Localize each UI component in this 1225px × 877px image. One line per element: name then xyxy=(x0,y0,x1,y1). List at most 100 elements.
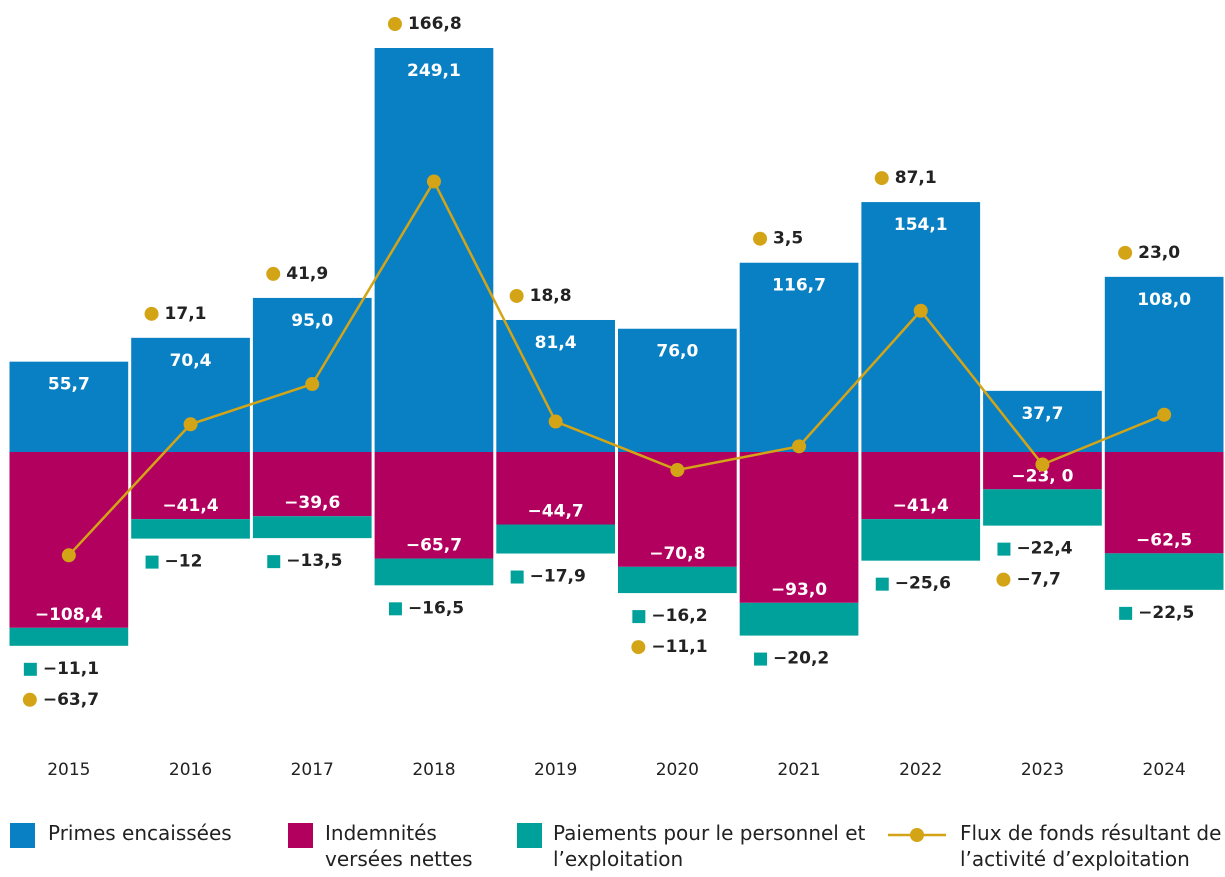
chart: 2015 2016 2017 2018 2019 2020 2021 2022 2023 2024… xyxy=(9,14,1224,780)
value-label: −22,5 xyxy=(1138,603,1194,623)
legend-item: Indemnités versées nettes xyxy=(288,820,495,872)
x-tick-label: 2016 xyxy=(169,760,212,780)
value-label: −62,5 xyxy=(1136,530,1192,550)
value-label: −7,7 xyxy=(1016,570,1060,590)
label-marker xyxy=(753,231,768,246)
bar xyxy=(1104,553,1224,590)
label-marker xyxy=(510,570,524,584)
point xyxy=(548,414,563,429)
value-label: 116,7 xyxy=(772,276,826,296)
value-label: −63,7 xyxy=(43,690,99,710)
label-marker xyxy=(996,572,1011,587)
value-label: −16,5 xyxy=(408,598,464,618)
point xyxy=(913,303,928,318)
x-tick-label: 2024 xyxy=(1143,760,1186,780)
point xyxy=(426,174,441,189)
label-marker xyxy=(754,652,768,666)
value-label: 41,9 xyxy=(286,264,328,284)
x-tick-label: 2019 xyxy=(534,760,577,780)
x-tick-label: 2017 xyxy=(291,760,334,780)
value-label: −44,7 xyxy=(528,501,584,521)
label-marker xyxy=(387,17,402,31)
point xyxy=(670,463,685,478)
x-tick-label: 2021 xyxy=(777,760,820,780)
bar xyxy=(374,48,494,452)
bar xyxy=(496,452,615,525)
value-label: −93,0 xyxy=(771,580,827,600)
bar xyxy=(252,516,372,539)
label-marker xyxy=(875,577,889,591)
legend-item: Primes encaissées xyxy=(10,820,288,848)
bar xyxy=(131,337,250,452)
legend-item: Flux de fonds résultant de l’activité d’… xyxy=(888,820,1225,872)
x-tick-label: 2018 xyxy=(412,760,455,780)
label-marker xyxy=(388,602,402,616)
legend-swatch xyxy=(517,823,542,848)
legend-swatch xyxy=(10,823,35,848)
value-label: −70,8 xyxy=(649,544,705,564)
legend-label: Primes encaissées xyxy=(48,821,232,845)
value-label: 108,0 xyxy=(1137,290,1191,310)
point xyxy=(305,377,320,392)
label-marker xyxy=(1118,245,1133,260)
value-label: −13,5 xyxy=(286,551,342,571)
label-marker xyxy=(874,171,889,186)
value-label: −108,4 xyxy=(35,605,103,625)
value-label: −11,1 xyxy=(43,659,99,679)
value-label: 76,0 xyxy=(656,342,698,362)
value-label: 95,0 xyxy=(291,311,333,331)
bar xyxy=(1104,276,1224,452)
bar xyxy=(131,519,250,539)
bar xyxy=(374,452,494,559)
bar xyxy=(861,202,981,452)
x-tick-label: 2023 xyxy=(1021,760,1064,780)
label-marker xyxy=(22,692,37,707)
bar xyxy=(131,452,250,520)
value-label: −41,4 xyxy=(893,496,949,516)
value-label: −17,9 xyxy=(530,567,586,587)
label-marker xyxy=(997,542,1011,556)
bar xyxy=(252,297,372,452)
value-label: 3,5 xyxy=(773,229,803,249)
line xyxy=(67,178,1165,557)
value-label: 55,7 xyxy=(48,375,90,395)
legend-swatch xyxy=(888,822,946,854)
value-label: 37,7 xyxy=(1021,404,1063,424)
point xyxy=(1035,457,1050,472)
x-tick-label: 2020 xyxy=(656,760,699,780)
bar xyxy=(739,452,859,603)
point xyxy=(61,548,76,563)
label-marker xyxy=(509,288,524,303)
value-label: −23, 0 xyxy=(1011,466,1073,486)
bar xyxy=(739,262,859,452)
legend-label: Paiements pour le personnel et l’exploit… xyxy=(553,821,866,871)
bar xyxy=(861,519,981,561)
point xyxy=(1157,407,1172,422)
value-label: 23,0 xyxy=(1138,243,1180,263)
legend-label: Flux de fonds résultant de l’activité d’… xyxy=(960,821,1222,871)
value-label: 70,4 xyxy=(170,351,212,371)
bar xyxy=(9,452,129,628)
bar xyxy=(861,452,981,520)
bar xyxy=(618,566,737,594)
bar xyxy=(983,489,1102,526)
label-marker xyxy=(1119,606,1133,620)
legend-label: Indemnités versées nettes xyxy=(325,821,473,871)
value-label: 81,4 xyxy=(535,333,577,353)
x-tick-label: 2015 xyxy=(47,760,90,780)
label-marker xyxy=(23,662,37,676)
bar xyxy=(983,390,1102,452)
label-marker xyxy=(144,306,159,321)
label-marker xyxy=(632,610,646,624)
value-label: 87,1 xyxy=(895,168,937,188)
value-label: −41,4 xyxy=(162,496,218,516)
value-label: 166,8 xyxy=(408,14,462,34)
bar xyxy=(9,361,129,452)
bar xyxy=(618,328,737,452)
point xyxy=(792,439,807,454)
value-label: 17,1 xyxy=(165,304,207,324)
value-label: −20,2 xyxy=(773,649,829,669)
legend-item: Paiements pour le personnel et l’exploit… xyxy=(517,820,873,872)
bar xyxy=(9,627,129,646)
